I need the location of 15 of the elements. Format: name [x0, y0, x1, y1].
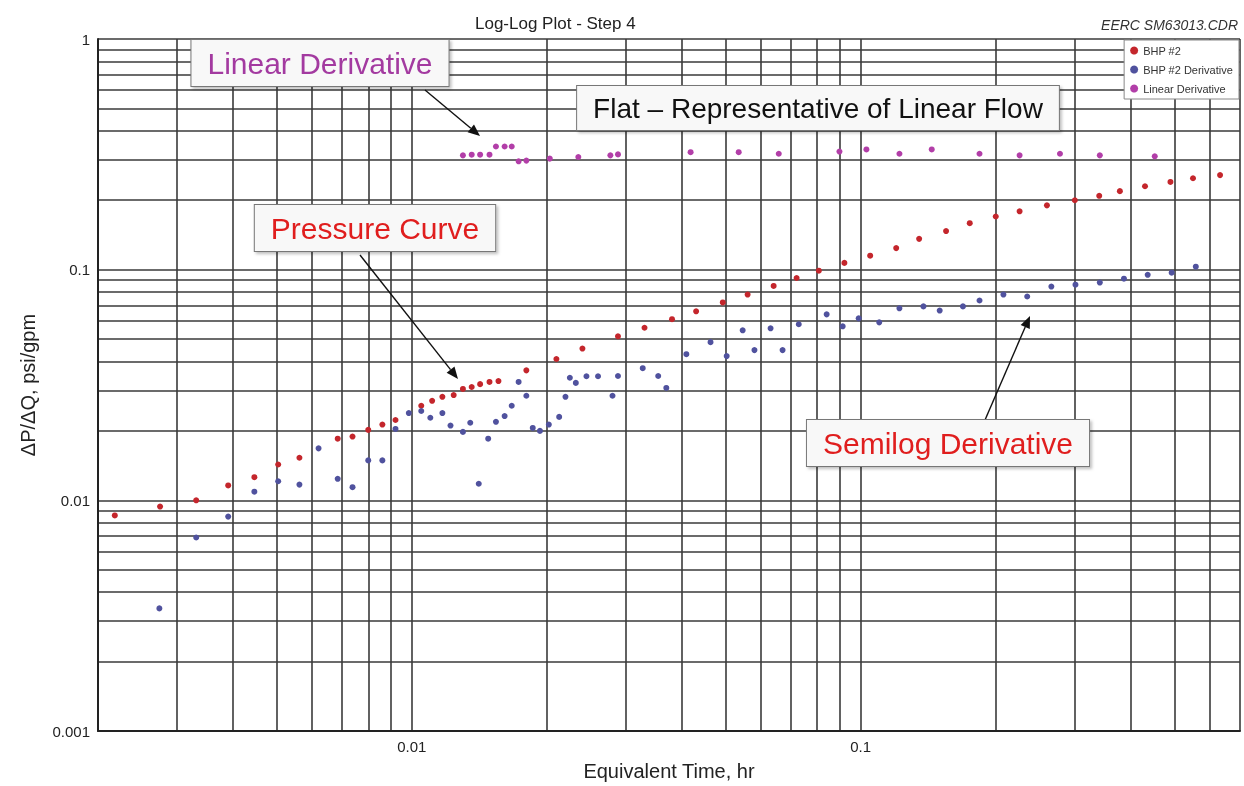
x-axis-title: Equivalent Time, hr [583, 760, 755, 782]
legend-label: BHP #2 Derivative [1143, 63, 1233, 76]
y-tick-label: 1 [81, 30, 90, 48]
y-tick-label: 0.001 [52, 722, 90, 740]
y-axis-title: ΔP/ΔQ, psi/gpm [17, 313, 39, 457]
text: EERC SM63013.CDR [1101, 17, 1238, 33]
chart-title: Log-Log Plot - Step 4 [475, 14, 636, 33]
annotation: Linear Derivative [207, 46, 433, 80]
annotation: Semilog Derivative [822, 426, 1074, 460]
annotation: Flat – Representative of Linear Flow [593, 92, 1044, 124]
legend-label: BHP #2 [1143, 44, 1181, 57]
y-tick-label: 0.01 [60, 491, 90, 509]
y-tick-label: 0.1 [69, 261, 90, 279]
legend-label: Linear Derivative [1143, 82, 1226, 95]
annotation: Pressure Curve [270, 211, 480, 245]
